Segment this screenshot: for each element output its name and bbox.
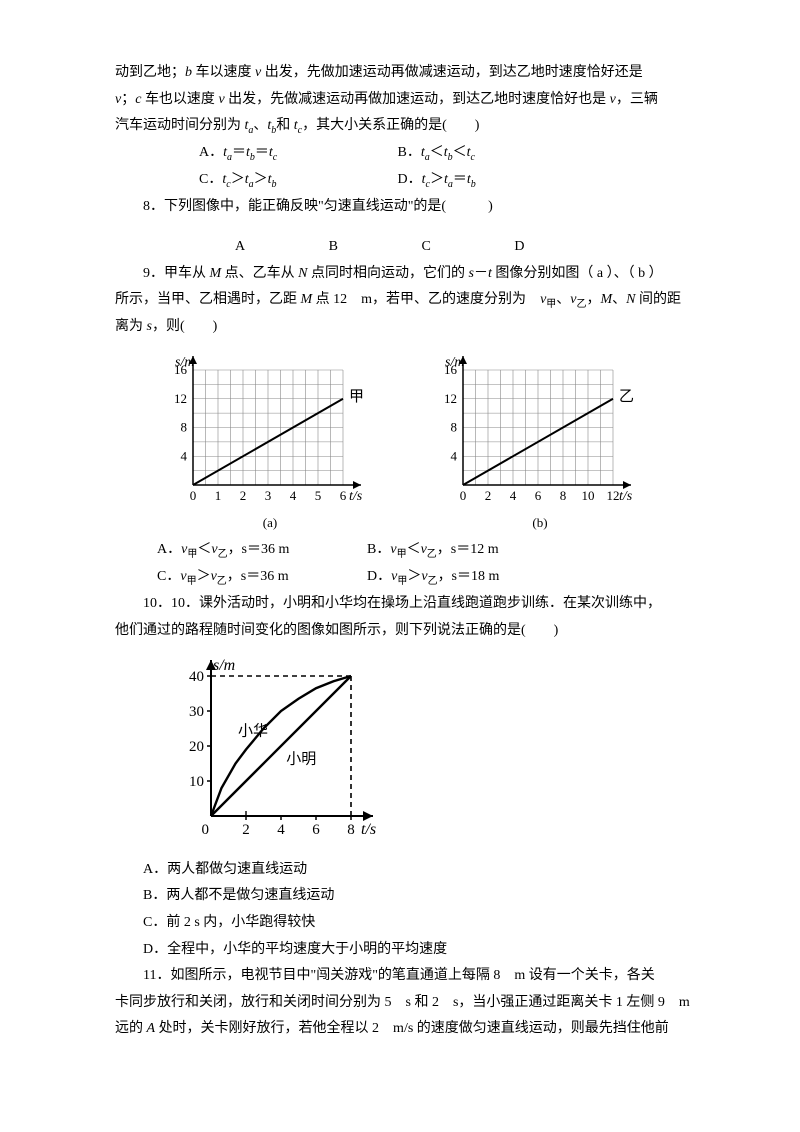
- q7-intro-l2: v；c 车也以速度 v 出发，先做减速运动再做加速运动，到达乙地时速度恰好也是 …: [115, 87, 710, 114]
- q10-opt-a: A．两人都做匀速直线运动: [115, 857, 710, 884]
- q11-l3: 远的 A 处时，关卡刚好放行，若他全程以 2 m/s 的速度做匀速直线运动，则最…: [115, 1016, 710, 1043]
- svg-text:10: 10: [582, 488, 595, 503]
- svg-text:0: 0: [202, 822, 210, 838]
- svg-text:4: 4: [510, 488, 517, 503]
- q7-opt-b: B．ta＜tb＜tc: [356, 140, 475, 167]
- caption-b: (b): [425, 511, 655, 536]
- chart-b: 481216024681012s/mt/s乙 (b): [425, 349, 655, 536]
- svg-text:甲: 甲: [349, 389, 364, 405]
- svg-text:2: 2: [240, 488, 247, 503]
- svg-text:40: 40: [189, 669, 204, 685]
- svg-text:乙: 乙: [619, 389, 634, 405]
- q8-letters: A B C D: [115, 234, 710, 261]
- q9-opts: A．v甲＜v乙，s＝36 m B．v甲＜v乙，s＝12 m C．v甲＞v乙，s＝…: [157, 537, 710, 591]
- svg-text:2: 2: [485, 488, 492, 503]
- q10-chart: 10 20 30 40 2 4 6 8 0 小华小明 s/m t/s: [165, 652, 710, 853]
- svg-text:6: 6: [535, 488, 542, 503]
- svg-text:10: 10: [189, 774, 204, 790]
- q9-l3: 离为 s，则( ): [115, 314, 710, 341]
- svg-text:s/m: s/m: [175, 355, 194, 370]
- q9-charts: 4812160123456s/mt/s甲 (a) 481216024681012…: [155, 349, 710, 536]
- svg-text:小明: 小明: [286, 751, 316, 768]
- svg-text:12: 12: [174, 391, 187, 406]
- svg-text:1: 1: [215, 488, 222, 503]
- q9-l1: 9．甲车从 M 点、乙车从 N 点同时相向运动，它们的 s－t 图像分别如图（ …: [115, 261, 710, 288]
- svg-text:3: 3: [265, 488, 272, 503]
- svg-text:2: 2: [242, 822, 250, 838]
- q7-opts-row2: C．tc＞ta＞tb D．tc＞ta＝tb: [115, 167, 710, 194]
- svg-text:6: 6: [340, 488, 347, 503]
- q10-l1: 10．10．课外活动时，小明和小华均在操场上沿直线跑道跑步训练．在某次训练中，: [115, 591, 710, 618]
- svg-text:0: 0: [460, 488, 467, 503]
- svg-text:12: 12: [607, 488, 620, 503]
- q11-l1: 11．如图所示，电视节目中"闯关游戏"的笔直通道上每隔 8 m 设有一个关卡，各…: [115, 963, 710, 990]
- caption-a: (a): [155, 511, 385, 536]
- q9-opt-b: B．v甲＜v乙，s＝12 m: [367, 537, 577, 564]
- svg-text:5: 5: [315, 488, 322, 503]
- q7-opt-a: A．ta＝tb＝tc: [157, 140, 352, 167]
- svg-text:4: 4: [290, 488, 297, 503]
- svg-text:t/s: t/s: [619, 489, 633, 504]
- q9-opt-c: C．v甲＞v乙，s＝36 m: [157, 564, 367, 591]
- q10-opt-d: D．全程中，小华的平均速度大于小明的平均速度: [115, 937, 710, 964]
- q7-intro-l3: 汽车运动时间分别为 ta、tb和 tc，其大小关系正确的是( ): [115, 113, 710, 140]
- q7-opt-c: C．tc＞ta＞tb: [157, 167, 352, 194]
- q10-l2: 他们通过的路程随时间变化的图像如图所示，则下列说法正确的是( ): [115, 618, 710, 645]
- q9-opt-a: A．v甲＜v乙，s＝36 m: [157, 537, 367, 564]
- svg-text:s/m: s/m: [213, 657, 235, 674]
- q7-intro-l1: 动到乙地；b 车以速度 v 出发，先做加速运动再做减速运动，到达乙地时速度恰好还…: [115, 60, 710, 87]
- svg-text:4: 4: [451, 448, 458, 463]
- q10-opt-b: B．两人都不是做匀速直线运动: [115, 883, 710, 910]
- svg-text:t/s: t/s: [349, 489, 363, 504]
- svg-text:t/s: t/s: [361, 821, 376, 838]
- svg-text:30: 30: [189, 704, 204, 720]
- svg-text:小华: 小华: [238, 723, 268, 740]
- q7-opt-d: D．tc＞ta＝tb: [356, 167, 476, 194]
- q9-opt-d: D．v甲＞v乙，s＝18 m: [367, 564, 577, 591]
- svg-text:4: 4: [277, 822, 285, 838]
- svg-text:8: 8: [451, 419, 458, 434]
- q7-opts-row1: A．ta＝tb＝tc B．ta＜tb＜tc: [115, 140, 710, 167]
- svg-text:0: 0: [190, 488, 197, 503]
- svg-text:4: 4: [181, 448, 188, 463]
- q8-text: 8．下列图像中，能正确反映"匀速直线运动"的是( ): [115, 194, 710, 221]
- svg-text:8: 8: [347, 822, 355, 838]
- svg-text:8: 8: [560, 488, 567, 503]
- chart-a: 4812160123456s/mt/s甲 (a): [155, 349, 385, 536]
- svg-text:12: 12: [444, 391, 457, 406]
- svg-text:8: 8: [181, 419, 188, 434]
- svg-text:s/m: s/m: [445, 355, 464, 370]
- q11-l2: 卡同步放行和关闭，放行和关闭时间分别为 5 s 和 2 s，当小强正通过距离关卡…: [115, 990, 710, 1017]
- svg-text:6: 6: [312, 822, 320, 838]
- q8-spacer: [115, 220, 710, 234]
- q9-l2: 所示，当甲、乙相遇时，乙距 M 点 12 m，若甲、乙的速度分别为 v甲、v乙，…: [115, 287, 710, 314]
- q10-opt-c: C．前 2 s 内，小华跑得较快: [115, 910, 710, 937]
- svg-text:20: 20: [189, 739, 204, 755]
